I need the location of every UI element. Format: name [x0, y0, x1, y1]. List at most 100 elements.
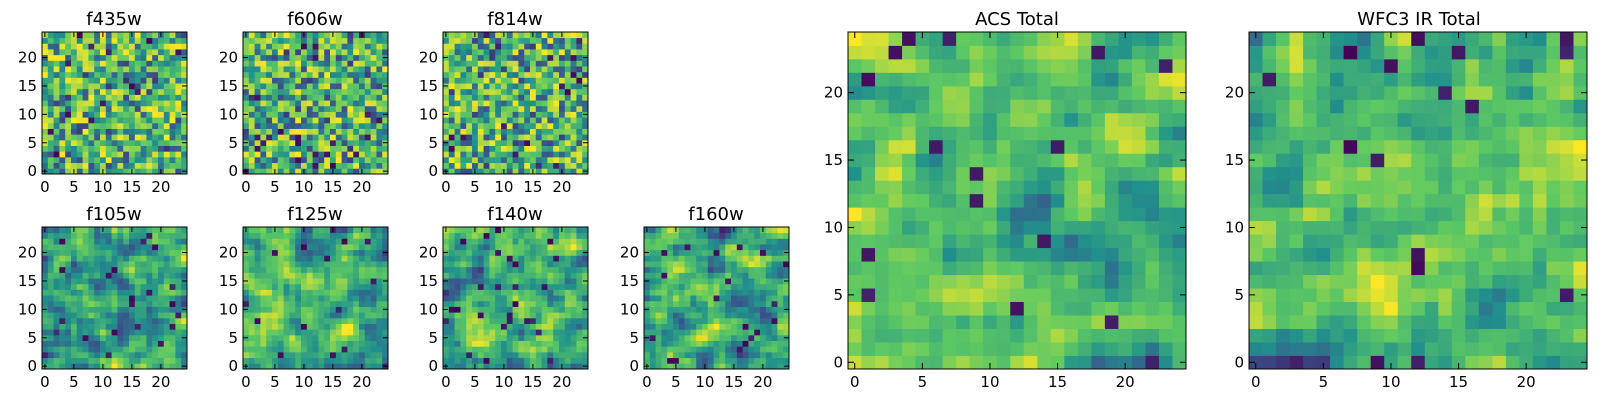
heatmap-cell	[495, 340, 502, 347]
heatmap-cell	[553, 312, 560, 319]
heatmap-cell	[100, 261, 107, 268]
heatmap-cell	[742, 295, 749, 302]
heatmap-cell	[765, 329, 772, 336]
heatmap-cell	[902, 261, 916, 276]
heatmap-cell	[495, 232, 502, 239]
heatmap-cell	[719, 334, 726, 341]
heatmap-cell	[140, 117, 147, 124]
heatmap-cell	[88, 128, 95, 135]
heatmap-cell	[248, 272, 255, 279]
heatmap-cell	[359, 111, 366, 118]
heatmap-cell	[489, 100, 496, 107]
heatmap-cell	[783, 255, 790, 262]
heatmap-cell	[370, 83, 377, 90]
heatmap-cell	[472, 60, 479, 67]
heatmap-cell	[175, 266, 182, 273]
heatmap-cell	[353, 312, 360, 319]
heatmap-cell	[483, 261, 490, 268]
heatmap-cell	[696, 340, 703, 347]
heatmap-cell	[359, 37, 366, 44]
heatmap-cell	[254, 300, 261, 307]
heatmap-cell	[306, 351, 313, 359]
heatmap-cell	[725, 272, 732, 279]
heatmap-cell	[477, 77, 484, 84]
heatmap-cell	[495, 351, 502, 359]
heatmap-cell	[152, 329, 159, 336]
heatmap-cell	[65, 329, 72, 336]
heatmap-cell	[535, 340, 542, 347]
heatmap-cell	[123, 105, 130, 112]
heatmap-cell	[295, 351, 302, 359]
heatmap-cell	[748, 317, 755, 324]
heatmap-cell	[576, 156, 583, 164]
heatmap-cell	[501, 272, 508, 279]
heatmap-cell	[94, 122, 101, 129]
heatmap-cell	[760, 351, 767, 359]
heatmap-cell	[535, 283, 542, 290]
heatmap-cell	[1118, 328, 1133, 343]
heatmap-cell	[364, 77, 371, 84]
heatmap-cell	[353, 244, 360, 251]
heatmap-cell	[181, 128, 188, 135]
heatmap-cell	[169, 128, 176, 135]
y-tick-label: 20	[219, 244, 238, 262]
heatmap-cell	[163, 122, 170, 129]
heatmap-cell	[477, 60, 484, 67]
heatmap-cell	[541, 278, 548, 285]
heatmap-cell	[1023, 234, 1038, 249]
heatmap-cell	[105, 334, 112, 341]
heatmap-cell	[47, 329, 54, 336]
heatmap-cell	[312, 278, 319, 285]
heatmap-cell	[370, 249, 377, 256]
heatmap-cell	[248, 77, 255, 84]
heatmap-cell	[370, 317, 377, 324]
heatmap-cell	[272, 134, 279, 141]
heatmap-cell	[364, 363, 371, 370]
heatmap-cell	[47, 312, 54, 319]
heatmap-cell	[289, 43, 296, 50]
x-tick-label: 15	[523, 178, 542, 196]
heatmap-cell	[489, 77, 496, 84]
heatmap-cell	[266, 162, 273, 169]
heatmap-cell	[359, 232, 366, 239]
heatmap-cell	[289, 238, 296, 245]
heatmap-cell	[1104, 180, 1119, 195]
heatmap-cell	[902, 166, 916, 181]
heatmap-cell	[382, 244, 389, 251]
heatmap-cell	[359, 334, 366, 341]
heatmap-cell	[306, 289, 313, 296]
heatmap-cell	[181, 43, 188, 50]
heatmap-cell	[524, 156, 531, 164]
heatmap-cell	[266, 363, 273, 370]
heatmap-cell	[330, 162, 337, 169]
heatmap-cell	[324, 128, 331, 135]
heatmap-cell	[777, 283, 784, 290]
heatmap-cell	[541, 88, 548, 95]
heatmap-cell	[576, 122, 583, 129]
heatmap-cell	[152, 83, 159, 90]
heatmap-cell	[266, 145, 273, 152]
heatmap-cell	[678, 300, 685, 307]
heatmap-cell	[570, 249, 577, 256]
heatmap-cell	[312, 272, 319, 279]
heatmap-cell	[169, 340, 176, 347]
heatmap-cell	[277, 351, 284, 359]
heatmap-cell	[1023, 288, 1038, 302]
heatmap-cell	[454, 71, 461, 78]
heatmap-cell	[443, 122, 450, 129]
heatmap-cell	[169, 88, 176, 95]
heatmap-cell	[266, 278, 273, 285]
heatmap-cell	[1023, 261, 1038, 276]
heatmap-cell	[88, 105, 95, 112]
heatmap-cell	[570, 329, 577, 336]
heatmap-cell	[59, 312, 66, 319]
heatmap-cell	[530, 88, 537, 95]
heatmap-cell	[76, 334, 83, 341]
heatmap-cell	[295, 105, 302, 112]
heatmap-cell	[512, 334, 519, 341]
heatmap-cell	[524, 323, 531, 330]
heatmap-cell	[495, 357, 502, 364]
heatmap-cell	[359, 255, 366, 262]
heatmap-cell	[266, 238, 273, 245]
heatmap-cell	[382, 300, 389, 307]
